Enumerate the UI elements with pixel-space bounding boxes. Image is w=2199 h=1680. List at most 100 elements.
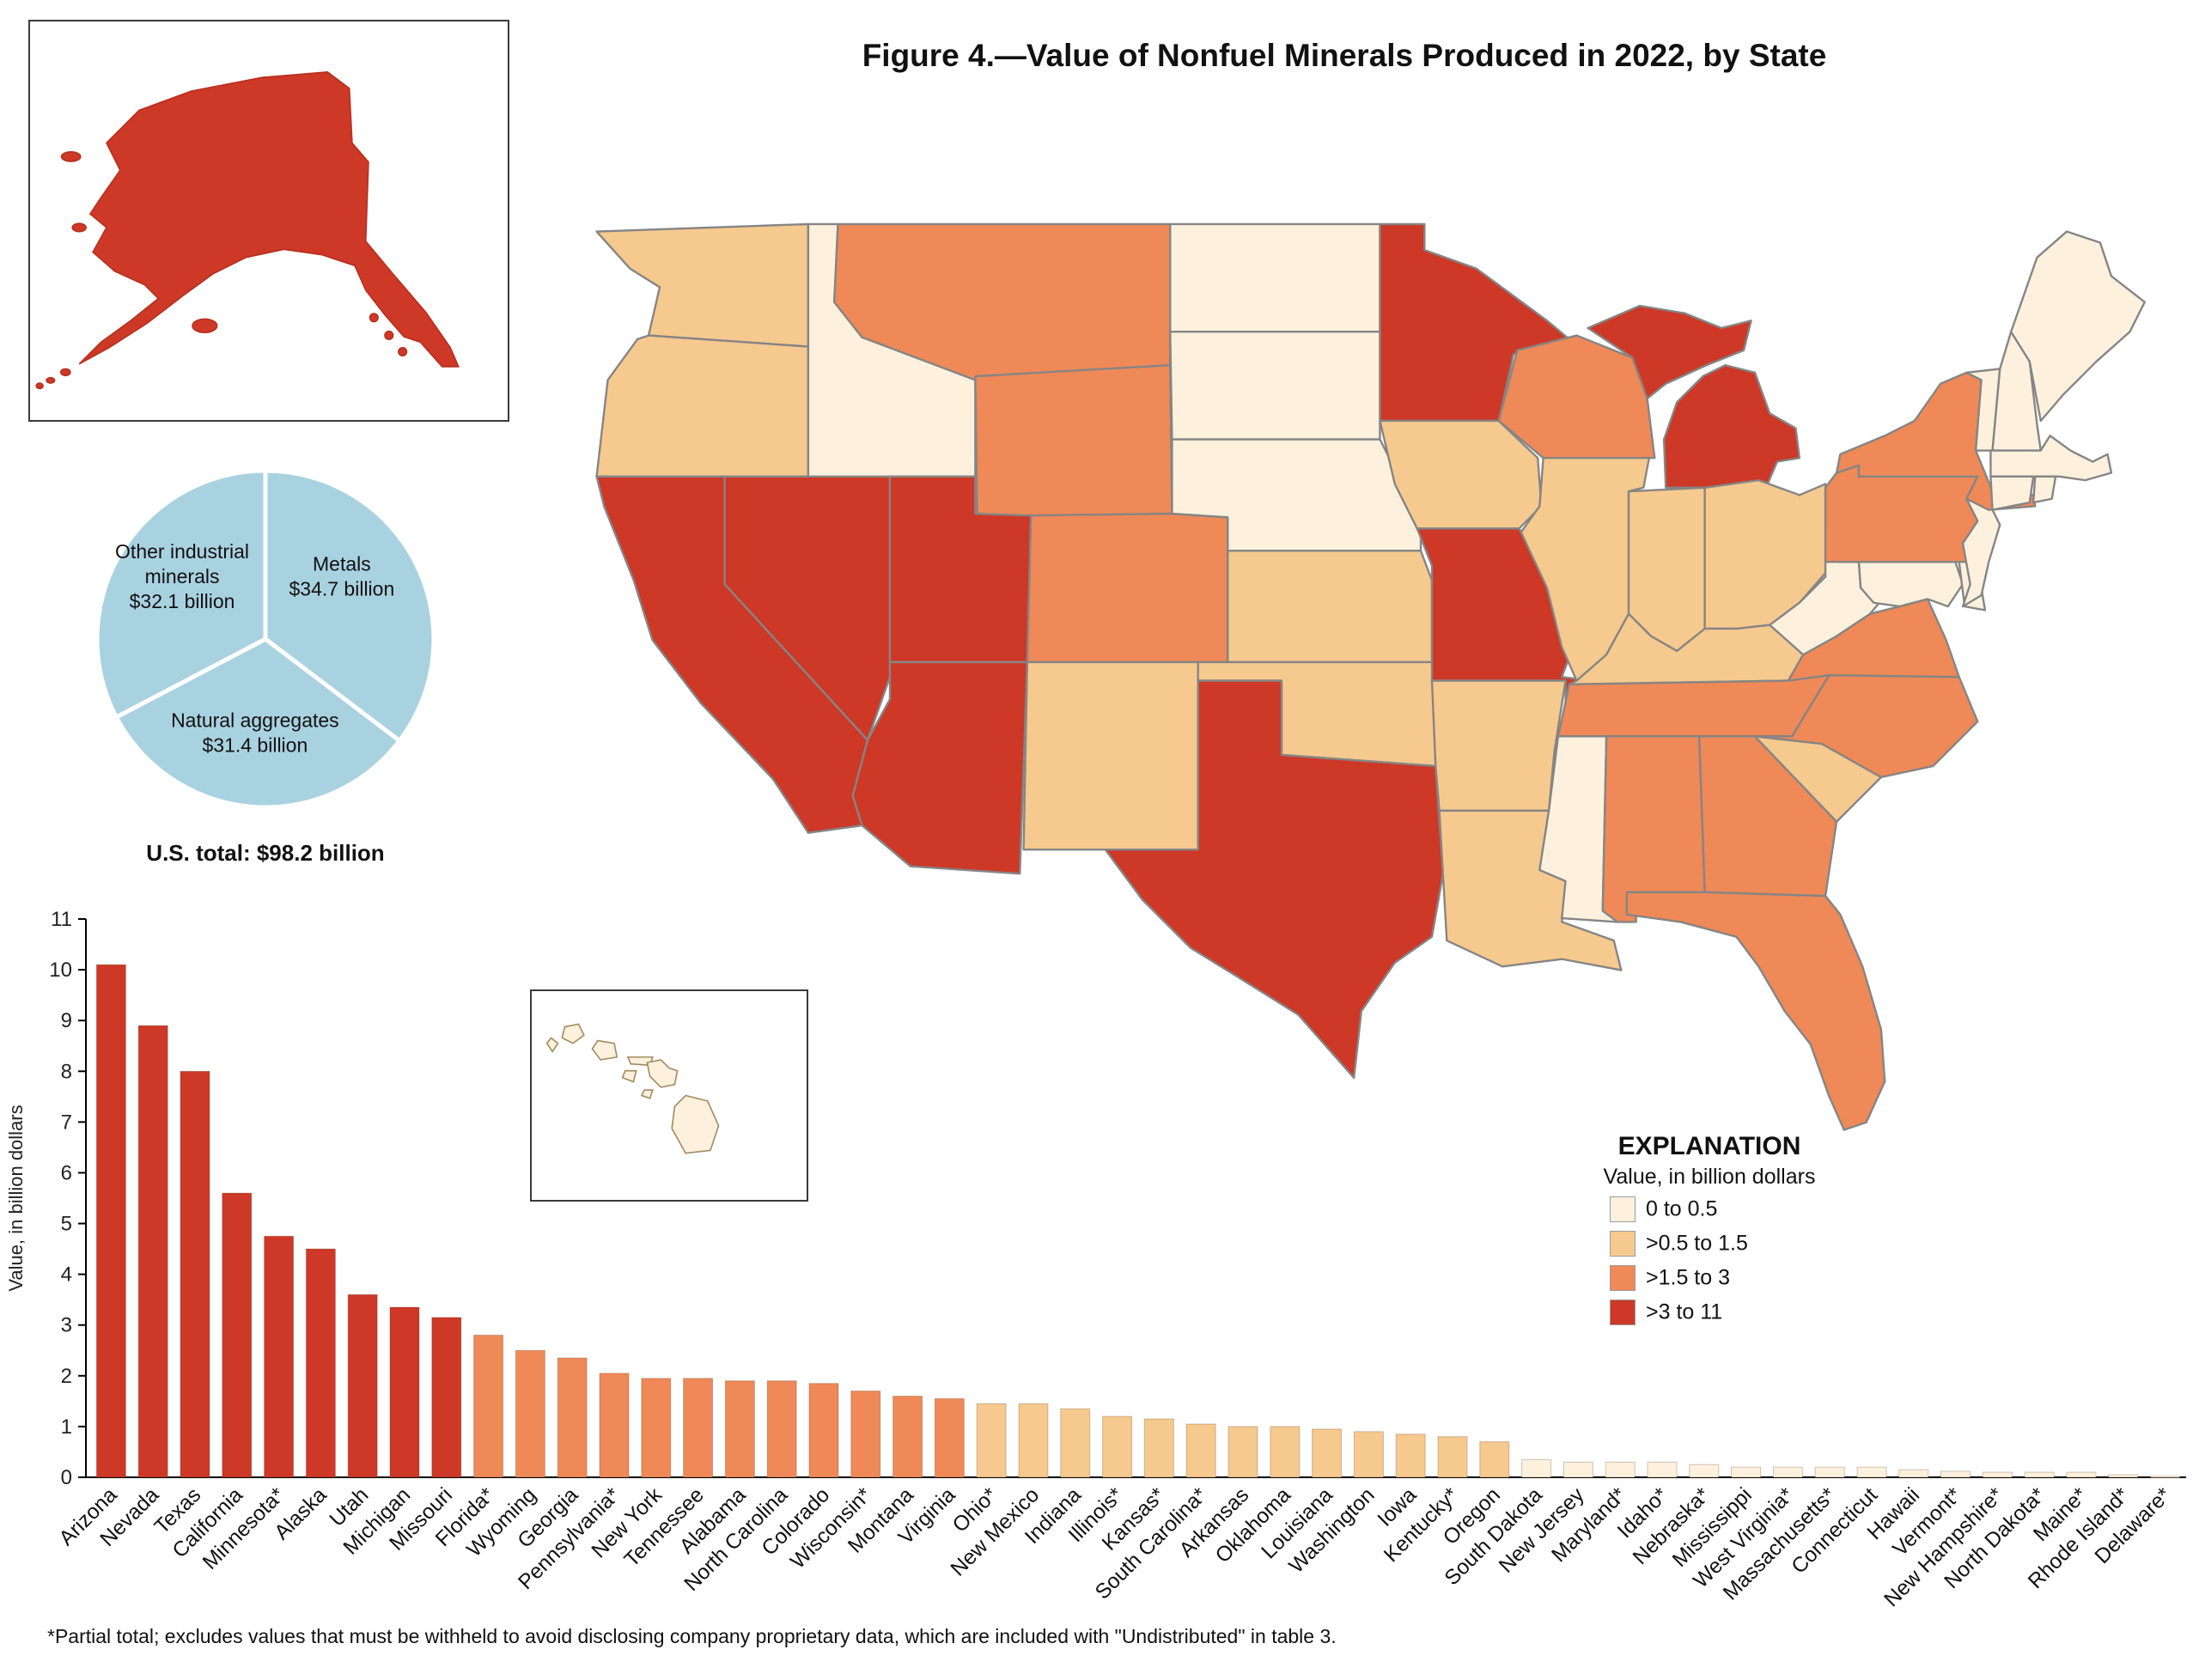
legend-label: >3 to 11	[1646, 1300, 1723, 1324]
bar	[95, 964, 126, 1478]
bar	[264, 1235, 295, 1478]
bar	[1185, 1423, 1216, 1478]
bar	[2150, 1476, 2181, 1478]
bar	[389, 1306, 420, 1478]
bar	[850, 1391, 881, 1478]
legend-swatch	[1610, 1196, 1636, 1222]
bar	[1227, 1426, 1258, 1478]
bar	[641, 1378, 672, 1478]
state-MD	[1837, 561, 1964, 608]
bar	[137, 1025, 168, 1478]
y-tick-label: 10	[49, 959, 72, 982]
pie-slice-label: Other industrial minerals	[115, 540, 250, 587]
bar	[1814, 1466, 1845, 1478]
y-tick-label: 5	[61, 1213, 72, 1236]
legend-row: >0.5 to 1.5	[1610, 1231, 1873, 1258]
state-TN	[1556, 673, 1830, 738]
bar	[1940, 1470, 1971, 1478]
y-tick-label: 2	[61, 1365, 72, 1388]
us-map-svg	[595, 222, 2146, 1131]
bar	[1437, 1436, 1468, 1478]
bar	[222, 1192, 253, 1478]
state-AZ	[851, 660, 1029, 875]
y-tick-label: 9	[61, 1009, 72, 1032]
bar	[976, 1403, 1007, 1478]
bar	[1395, 1433, 1426, 1478]
bar	[1772, 1466, 1803, 1478]
pie-label-other-industr: Other industrial minerals $32.1 billion	[105, 539, 259, 613]
bar	[2066, 1471, 2097, 1478]
state-ND	[1169, 222, 1381, 333]
bar	[347, 1293, 378, 1478]
pie-slice-metals	[263, 468, 436, 745]
bar	[431, 1317, 462, 1478]
state-VT	[1965, 368, 2001, 452]
legend-title: EXPLANATION	[1617, 1132, 1801, 1160]
state-ME	[2010, 230, 2146, 423]
bar	[1647, 1461, 1678, 1478]
legend-row: >3 to 11	[1610, 1300, 1873, 1327]
state-FL	[1625, 891, 1886, 1131]
y-tick-label: 4	[61, 1263, 72, 1287]
y-tick-label: 3	[61, 1314, 72, 1337]
pie-slice-value: $34.7 billion	[289, 577, 395, 600]
pie-label-metals: Metals $34.7 billion	[260, 552, 423, 602]
state-NM	[1022, 660, 1199, 851]
pie-svg	[94, 468, 436, 810]
figure-title: Figure 4.—Value of Nonfuel Minerals Prod…	[862, 38, 1827, 73]
pie-slice-value: $31.4 billion	[202, 733, 308, 757]
legend-label: >0.5 to 1.5	[1646, 1231, 1748, 1256]
state-WA	[595, 222, 810, 348]
bar	[1562, 1461, 1593, 1478]
bar	[2024, 1471, 2055, 1478]
bar	[1060, 1408, 1091, 1478]
legend-swatch	[1610, 1300, 1636, 1325]
bar	[1353, 1431, 1384, 1478]
bar	[1102, 1415, 1133, 1478]
state-TX	[1104, 679, 1445, 1080]
legend-swatch	[1610, 1265, 1636, 1291]
bar	[892, 1396, 923, 1478]
state-MI	[1587, 304, 1801, 489]
state-OR	[595, 334, 810, 478]
bar	[1689, 1464, 1720, 1478]
y-axis-label: Value, in billion dollars	[5, 1105, 27, 1291]
pie-slice-label: Natural aggregates	[171, 709, 339, 732]
y-tick-label: 8	[61, 1060, 72, 1083]
map-legend: EXPLANATION Value, in billion dollars 0 …	[1546, 1132, 1873, 1327]
bar	[683, 1378, 714, 1478]
bar	[599, 1373, 630, 1478]
y-tick-label: 11	[51, 908, 72, 931]
bar	[1521, 1458, 1552, 1478]
state-AK	[35, 71, 460, 390]
state-HI	[545, 1023, 720, 1154]
state-GA	[1697, 735, 1838, 898]
hawaii-map	[545, 1023, 720, 1154]
pie-slice-label: Metals	[313, 552, 371, 575]
bar	[1982, 1471, 2013, 1478]
bar	[1605, 1461, 1636, 1478]
y-tick-label: 6	[61, 1161, 72, 1184]
bar	[557, 1357, 588, 1478]
state-WY	[974, 363, 1173, 519]
footnote: *Partial total; excludes values that mus…	[47, 1625, 1337, 1647]
legend-label: >1.5 to 3	[1646, 1265, 1730, 1290]
state-CO	[1026, 512, 1229, 664]
bar	[1143, 1418, 1174, 1478]
legend-row: 0 to 0.5	[1610, 1196, 1873, 1224]
bar	[934, 1397, 965, 1478]
state-NJ	[1961, 497, 2001, 608]
state-AR	[1430, 679, 1567, 812]
state-RI	[2031, 475, 2057, 504]
state-WI	[1497, 334, 1656, 460]
legend-label: 0 to 0.5	[1646, 1196, 1718, 1221]
state-SD	[1169, 331, 1381, 441]
alaska-map	[35, 71, 460, 390]
pie-slice-value: $32.1 billion	[129, 589, 235, 612]
pie-chart: Metals $34.7 billion Other industrial mi…	[92, 466, 439, 813]
legend-subtitle: Value, in billion dollars	[1603, 1165, 1816, 1189]
pie-slice-other-industrial-minerals	[94, 468, 268, 721]
us-map	[567, 142, 2182, 1220]
bar	[1856, 1466, 1887, 1478]
